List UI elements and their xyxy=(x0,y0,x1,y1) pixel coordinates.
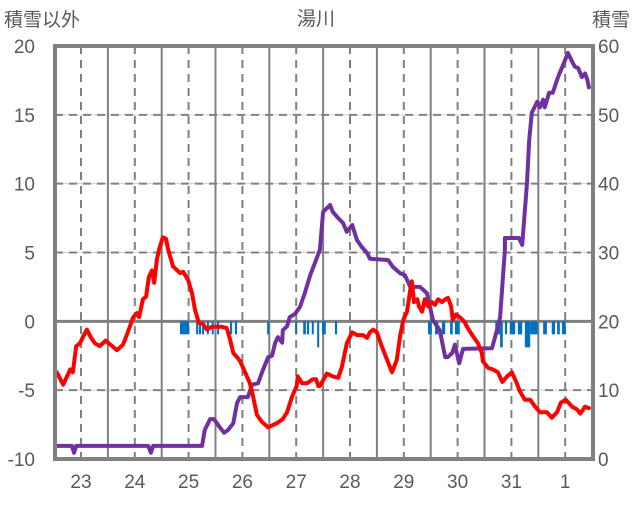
precipitation-bars xyxy=(179,321,566,348)
y-right-tick-label: 30 xyxy=(598,244,619,265)
y-left-tick-label: -5 xyxy=(18,381,35,402)
precipitation-bar xyxy=(524,321,531,348)
right-axis-label: 積雪 xyxy=(592,9,630,31)
precipitation-bar xyxy=(234,321,238,335)
precipitation-bar xyxy=(322,321,326,335)
precipitation-bar xyxy=(198,321,201,335)
precipitation-bar xyxy=(230,321,233,335)
x-tick-label: 26 xyxy=(232,472,253,493)
y-left-tick-label: 15 xyxy=(14,106,35,127)
precipitation-bar xyxy=(504,321,508,335)
y-right-tick-label: 10 xyxy=(598,381,619,402)
y-left-tick-label: -10 xyxy=(8,450,35,471)
precipitation-bar xyxy=(530,321,538,335)
y-left-tick-label: 5 xyxy=(24,244,35,265)
precipitation-bar xyxy=(179,321,190,335)
y-left-tick-label: 0 xyxy=(24,312,35,333)
x-tick-label: 1 xyxy=(560,472,571,493)
precipitation-bar xyxy=(551,321,555,335)
x-tick-label: 30 xyxy=(447,472,468,493)
x-tick-label: 27 xyxy=(286,472,307,493)
x-tick-label: 31 xyxy=(501,472,522,493)
precipitation-bar xyxy=(267,321,270,335)
precipitation-bar xyxy=(454,321,460,335)
precipitation-bar xyxy=(561,321,566,335)
y-left-tick-label: 10 xyxy=(14,175,35,196)
precipitation-bar xyxy=(428,321,432,335)
precipitation-bar xyxy=(543,321,547,335)
x-tick-label: 29 xyxy=(393,472,414,493)
snow_depth-line xyxy=(53,50,591,455)
x-tick-label: 28 xyxy=(339,472,360,493)
y-right-tick-label: 0 xyxy=(598,450,609,471)
precipitation-bar xyxy=(303,321,306,335)
x-tick-label: 25 xyxy=(178,472,199,493)
y-right-tick-label: 40 xyxy=(598,175,619,196)
precipitation-bar xyxy=(557,321,560,335)
precipitation-bar xyxy=(202,321,205,335)
y-right-tick-label: 50 xyxy=(598,106,619,127)
precipitation-bar xyxy=(334,321,338,335)
precipitation-bar xyxy=(196,321,199,335)
series-lines xyxy=(53,50,591,455)
precipitation-bar xyxy=(517,321,523,335)
x-tick-label: 23 xyxy=(70,472,91,493)
left-axis-label: 積雪以外 xyxy=(4,9,80,31)
gridlines xyxy=(55,46,593,459)
plot-frame xyxy=(53,44,595,461)
tick-labels: 23 24 25 26 27 28 29 30 31 120151050-5-1060504030… xyxy=(8,37,620,493)
y-left-tick-label: 20 xyxy=(14,37,35,58)
precipitation-bar xyxy=(441,321,446,335)
precipitation-bar xyxy=(509,321,516,335)
y-right-tick-label: 20 xyxy=(598,312,619,333)
precipitation-bar xyxy=(450,321,453,335)
precipitation-bar xyxy=(317,321,320,348)
precipitation-bar xyxy=(295,321,298,335)
temperature-line xyxy=(53,235,591,430)
precipitation-bar xyxy=(500,321,503,348)
x-tick-label: 24 xyxy=(124,472,146,493)
precipitation-bar xyxy=(311,321,314,335)
precipitation-bar xyxy=(306,321,310,335)
chart-title: 湯川 xyxy=(297,8,335,30)
y-right-tick-label: 60 xyxy=(598,37,619,58)
